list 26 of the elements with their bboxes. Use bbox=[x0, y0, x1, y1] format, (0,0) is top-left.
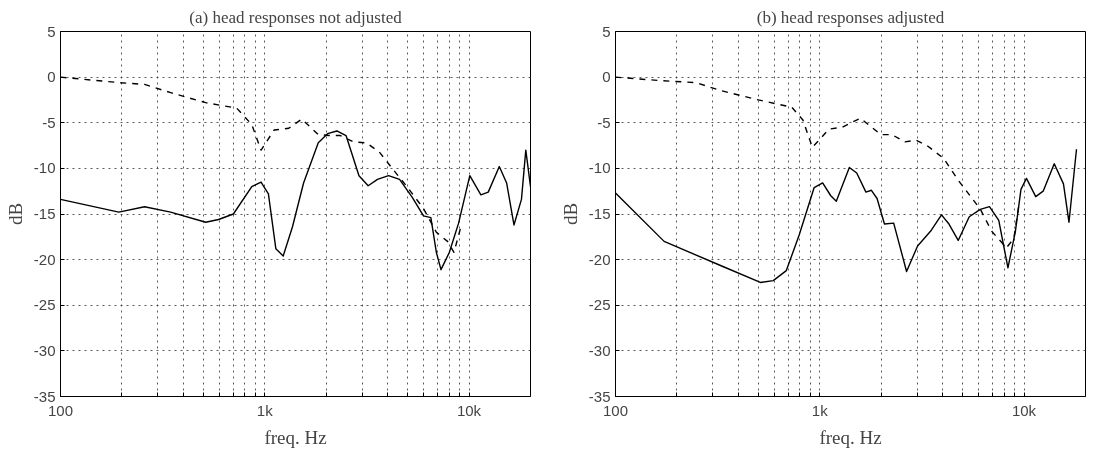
x-axis-title: freq. Hz bbox=[264, 426, 327, 448]
y-tick-label: -30 bbox=[33, 341, 56, 359]
x-tick-label: 10k bbox=[1011, 401, 1037, 419]
x-tick-label: 1k bbox=[811, 401, 829, 419]
y-tick-label: -25 bbox=[588, 296, 611, 314]
y-tick-label: -30 bbox=[588, 341, 611, 359]
y-axis-title: dB bbox=[4, 202, 26, 226]
x-tick-label: 10k bbox=[456, 401, 482, 419]
y-tick-label: -5 bbox=[597, 113, 611, 131]
x-axis-title: freq. Hz bbox=[819, 426, 882, 448]
y-tick-label: 5 bbox=[602, 22, 611, 40]
x-tick-label: 1k bbox=[256, 401, 274, 419]
y-tick-label: -15 bbox=[588, 205, 611, 222]
y-tick-label: -15 bbox=[33, 205, 56, 222]
y-tick-label: -5 bbox=[42, 113, 56, 131]
y-tick-label: 0 bbox=[602, 68, 611, 86]
y-tick-label: -25 bbox=[33, 296, 56, 314]
y-tick-label: -10 bbox=[588, 159, 611, 177]
y-tick-label: 5 bbox=[47, 22, 56, 40]
y-tick-label: -20 bbox=[588, 250, 611, 268]
y-axis-title: dB bbox=[559, 202, 581, 226]
chart-title: (b) head responses adjusted bbox=[756, 7, 945, 27]
y-tick-label: 0 bbox=[47, 68, 56, 86]
y-tick-label: -20 bbox=[33, 250, 56, 268]
y-tick-label: -10 bbox=[33, 159, 56, 177]
chart-title: (a) head responses not adjusted bbox=[189, 7, 403, 27]
